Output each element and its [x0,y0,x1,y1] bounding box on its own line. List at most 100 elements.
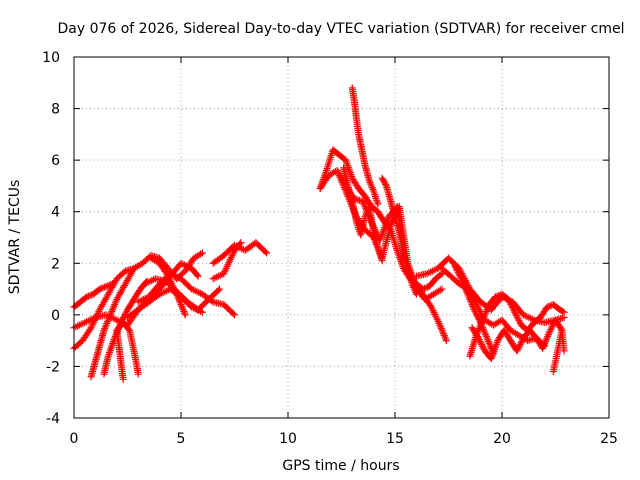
data-points [70,84,568,383]
data-point [101,325,109,333]
data-point [84,292,92,300]
data-point [477,320,485,328]
data-point [515,342,523,350]
y-tick-label: 2 [51,256,60,272]
data-point [479,344,487,352]
data-point [546,327,554,335]
data-point [379,176,387,184]
data-point [437,325,445,333]
data-point [229,310,237,318]
data-point [436,286,444,294]
data-point [461,283,469,291]
chart-title: Day 076 of 2026, Sidereal Day-to-day VTE… [57,21,624,37]
data-point [489,350,497,358]
data-point [104,316,112,324]
data-point [178,302,186,310]
data-point [371,193,379,201]
data-point [422,284,430,292]
data-point [411,287,419,295]
data-point [542,338,550,346]
data-point [560,347,568,355]
data-point [488,346,496,354]
data-point [216,285,224,293]
data-point [193,271,201,279]
data-point [111,299,119,307]
data-point [176,297,184,305]
data-point [511,308,519,316]
data-point [543,334,551,342]
data-point [179,306,187,314]
data-point [475,336,483,344]
data-point [518,337,526,345]
data-point [412,290,420,298]
data-point [378,257,386,265]
data-point [373,198,381,206]
data-point [474,333,482,341]
data-point [367,180,375,188]
x-axis-label: GPS time / hours [282,458,399,474]
data-point [481,329,489,337]
y-tick-label: 6 [51,153,60,169]
data-point [105,281,113,289]
data-point [106,313,114,321]
data-point [470,306,478,314]
data-point [106,311,114,319]
data-point [134,370,142,378]
data-point [109,304,117,312]
data-point [198,308,206,316]
data-point [482,307,490,315]
data-point [373,196,381,204]
data-point [465,294,473,302]
data-point [516,341,524,349]
y-tick-label: 0 [51,308,60,324]
x-tick-label: 0 [70,431,79,447]
x-tick-labels: 0 5 10 15 20 25 [70,431,618,447]
data-point [441,333,449,341]
data-point [101,323,109,331]
plot-frame [73,56,610,419]
data-point [508,303,516,311]
data-point [442,337,450,345]
data-point [194,272,202,280]
data-point [467,299,475,307]
data-point [493,292,501,300]
data-point [478,322,486,330]
data-point [483,334,491,342]
data-point [372,194,380,202]
data-point [474,334,482,342]
data-point [436,321,444,329]
data-point [108,307,116,315]
data-point [547,324,555,332]
data-point [412,289,420,297]
data-point [484,338,492,346]
data-point [122,309,130,317]
data-point [547,326,555,334]
data-point [543,303,551,311]
data-point [237,239,245,247]
grid-lines [74,57,609,418]
data-point [466,295,474,303]
data-point [438,285,446,293]
data-point [366,178,374,186]
data-point [487,343,495,351]
data-point [475,315,483,323]
data-point [86,292,94,300]
y-tick-label: 10 [42,50,60,66]
data-point [177,301,185,309]
data-point [483,306,491,314]
data-point [129,266,137,274]
data-point [367,182,375,190]
data-point [112,297,120,305]
data-point [381,179,389,187]
data-point [464,292,472,300]
data-point [362,211,370,219]
data-point [173,290,181,298]
data-point [361,213,369,221]
data-point [368,184,376,192]
data-point [505,297,513,305]
data-point [516,318,524,326]
data-point [482,332,490,340]
data-point [83,293,91,301]
data-point [365,177,373,185]
data-point [509,305,517,313]
